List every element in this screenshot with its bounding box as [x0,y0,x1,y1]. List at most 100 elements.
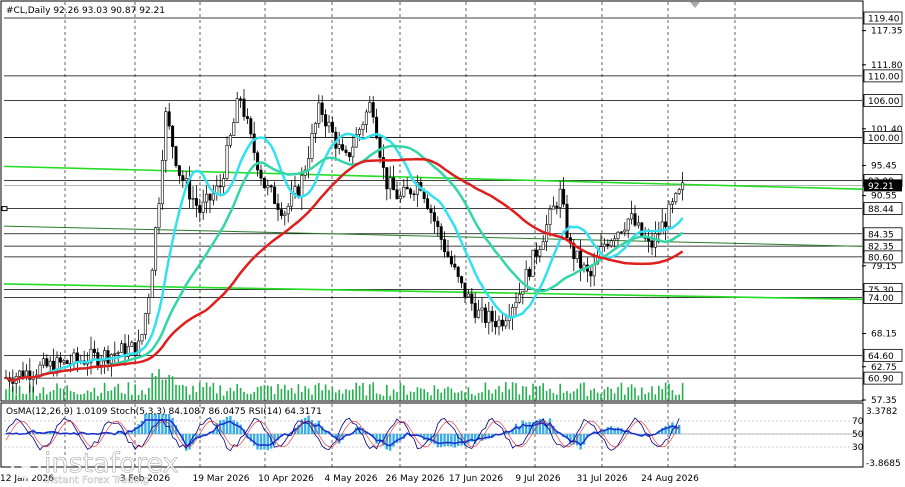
osma-bar [198,434,201,439]
osma-bar [171,417,174,434]
osma-bar [538,418,541,434]
candle-body [45,358,49,367]
candle-body [89,348,93,364]
candle-body [548,208,552,225]
volume-bar [607,386,609,400]
volume-bar [678,394,680,400]
axis-tick-label: 62.75 [871,363,897,373]
osma-bar [579,434,582,450]
candle-body [347,152,351,158]
volume-bar [532,383,534,400]
axis-tick-label: 95.45 [871,161,897,171]
candle-body [388,177,392,190]
price-axis: 117.35 111.80 101.40 95.45 90.55 79.15 68.15 62… [862,11,903,406]
candle-body [222,178,226,188]
volume-bar [358,385,361,400]
candle-body [154,227,158,271]
osma-bar [453,434,456,448]
candle-body [218,185,222,188]
osma-bar [341,434,344,440]
osma-bar [215,423,218,434]
candles [4,88,685,395]
volume-bar [345,389,347,400]
volume-bar [219,385,221,400]
osma-bar [232,420,235,434]
candle-body [409,188,413,195]
price-level-label: 119.40 [868,15,900,25]
candle-body [538,249,542,257]
volume-bar [253,391,255,400]
candle-body [283,213,287,216]
osma-bar [518,426,521,434]
volume-bar [488,389,490,400]
osma-bar [569,434,572,445]
oscillator-scale-top: 3.3782 [866,407,898,417]
volume-bar [321,390,323,400]
candle-body [565,203,569,238]
osma-bar [399,434,402,441]
trend-line-upper [3,165,863,190]
volume-bar [511,382,514,400]
volume-bar [535,386,538,400]
candle-body [137,340,141,356]
volume-bar [590,390,592,400]
volume-bar [42,387,45,400]
logo-icon [10,447,42,479]
candle-body [392,177,396,191]
price-level-box [863,348,903,362]
osma-bar [273,434,276,445]
volume-bar [352,389,354,400]
osma-bar [582,434,586,445]
osma-bar [310,419,314,434]
volume-bar [117,383,119,400]
volume-bar [399,382,402,400]
volume-bar [437,389,439,400]
osma-bar [174,425,178,434]
osma-bar [463,434,467,446]
oscillator-title: OsMA(12,26,9) 1.0109 Stoch(5,3,3) 84.108… [6,407,322,417]
candle-body [126,346,130,357]
candle-body [103,350,107,362]
candle-body [623,229,627,233]
candle-body [429,208,433,213]
osma-bar [426,434,429,441]
candle-body [477,309,481,318]
volume-bar [501,392,504,400]
candle-body [191,198,195,200]
volume-bar [484,382,487,400]
candle-body [640,222,644,237]
osma-bar [521,420,524,434]
x-tick-label: 12 Jan 2026 [0,474,54,484]
candle-body [157,203,161,229]
candle-body [681,182,685,190]
candle-body [28,370,32,380]
trend-line-lower [3,283,863,301]
osma-bar [307,415,310,434]
volume-bar [464,392,466,400]
candle-body [405,186,409,190]
candle-body [630,213,634,220]
volume-bar [641,387,643,400]
candle-body [534,249,538,257]
corner-arrow-icon[interactable] [690,2,700,8]
x-tick-label: 4 May 2026 [325,474,378,484]
osma-bar [270,434,273,449]
volume-bar [318,383,320,400]
volume-bar [498,385,500,400]
volume-bar [477,393,480,400]
volume-bar [178,385,181,400]
volume-bar [175,384,177,400]
candle-body [249,118,253,135]
candle-body [531,249,535,277]
volume-bar [457,392,459,400]
volume-bar [195,392,198,400]
osma-bar [620,428,623,434]
osma-bar [674,424,677,434]
osma-bar [304,417,307,434]
volume-bar [600,393,602,400]
price-level-label: 74.00 [868,294,894,304]
candle-body [613,238,617,242]
candle-body [589,270,593,277]
axis-tick-label: 111.80 [871,61,903,71]
